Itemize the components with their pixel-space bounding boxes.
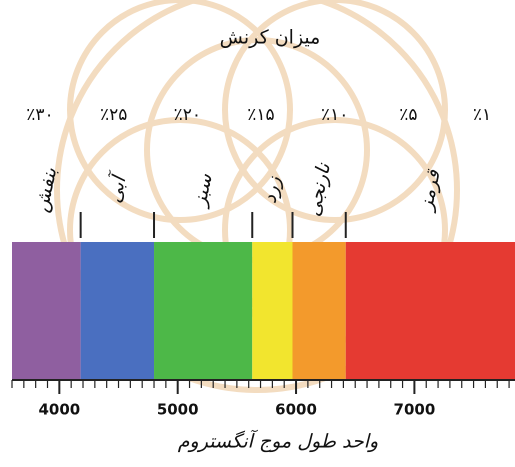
strain-percent: ٪۲۰: [174, 105, 201, 125]
color-band: [292, 242, 346, 380]
band-label: سبز: [188, 171, 217, 210]
strain-percent: ٪۳۰: [26, 105, 53, 125]
band-label: زرد: [258, 174, 285, 206]
strain-percent: ٪۵: [399, 105, 417, 125]
color-band: [345, 242, 515, 380]
strain-percent: ٪۱: [473, 105, 491, 125]
strain-percent: ٪۱۵: [247, 105, 274, 125]
color-band: [12, 242, 81, 380]
tick-label: 7000: [394, 401, 436, 419]
color-band: [252, 242, 293, 380]
strain-percent: ٪۲۵: [100, 105, 127, 125]
tick-label: 6000: [275, 401, 317, 419]
color-band: [154, 242, 253, 380]
tick-label: 5000: [157, 401, 199, 419]
title: میزان کرنش: [220, 27, 321, 49]
band-label: آبی: [102, 169, 131, 205]
strain-percent: ٪۱۰: [321, 105, 348, 125]
tick-label: 4000: [38, 401, 80, 419]
color-band: [80, 242, 155, 380]
band-label: نارنجی: [302, 161, 335, 219]
axis-label: واحد طول موج آنگستروم: [178, 430, 378, 453]
